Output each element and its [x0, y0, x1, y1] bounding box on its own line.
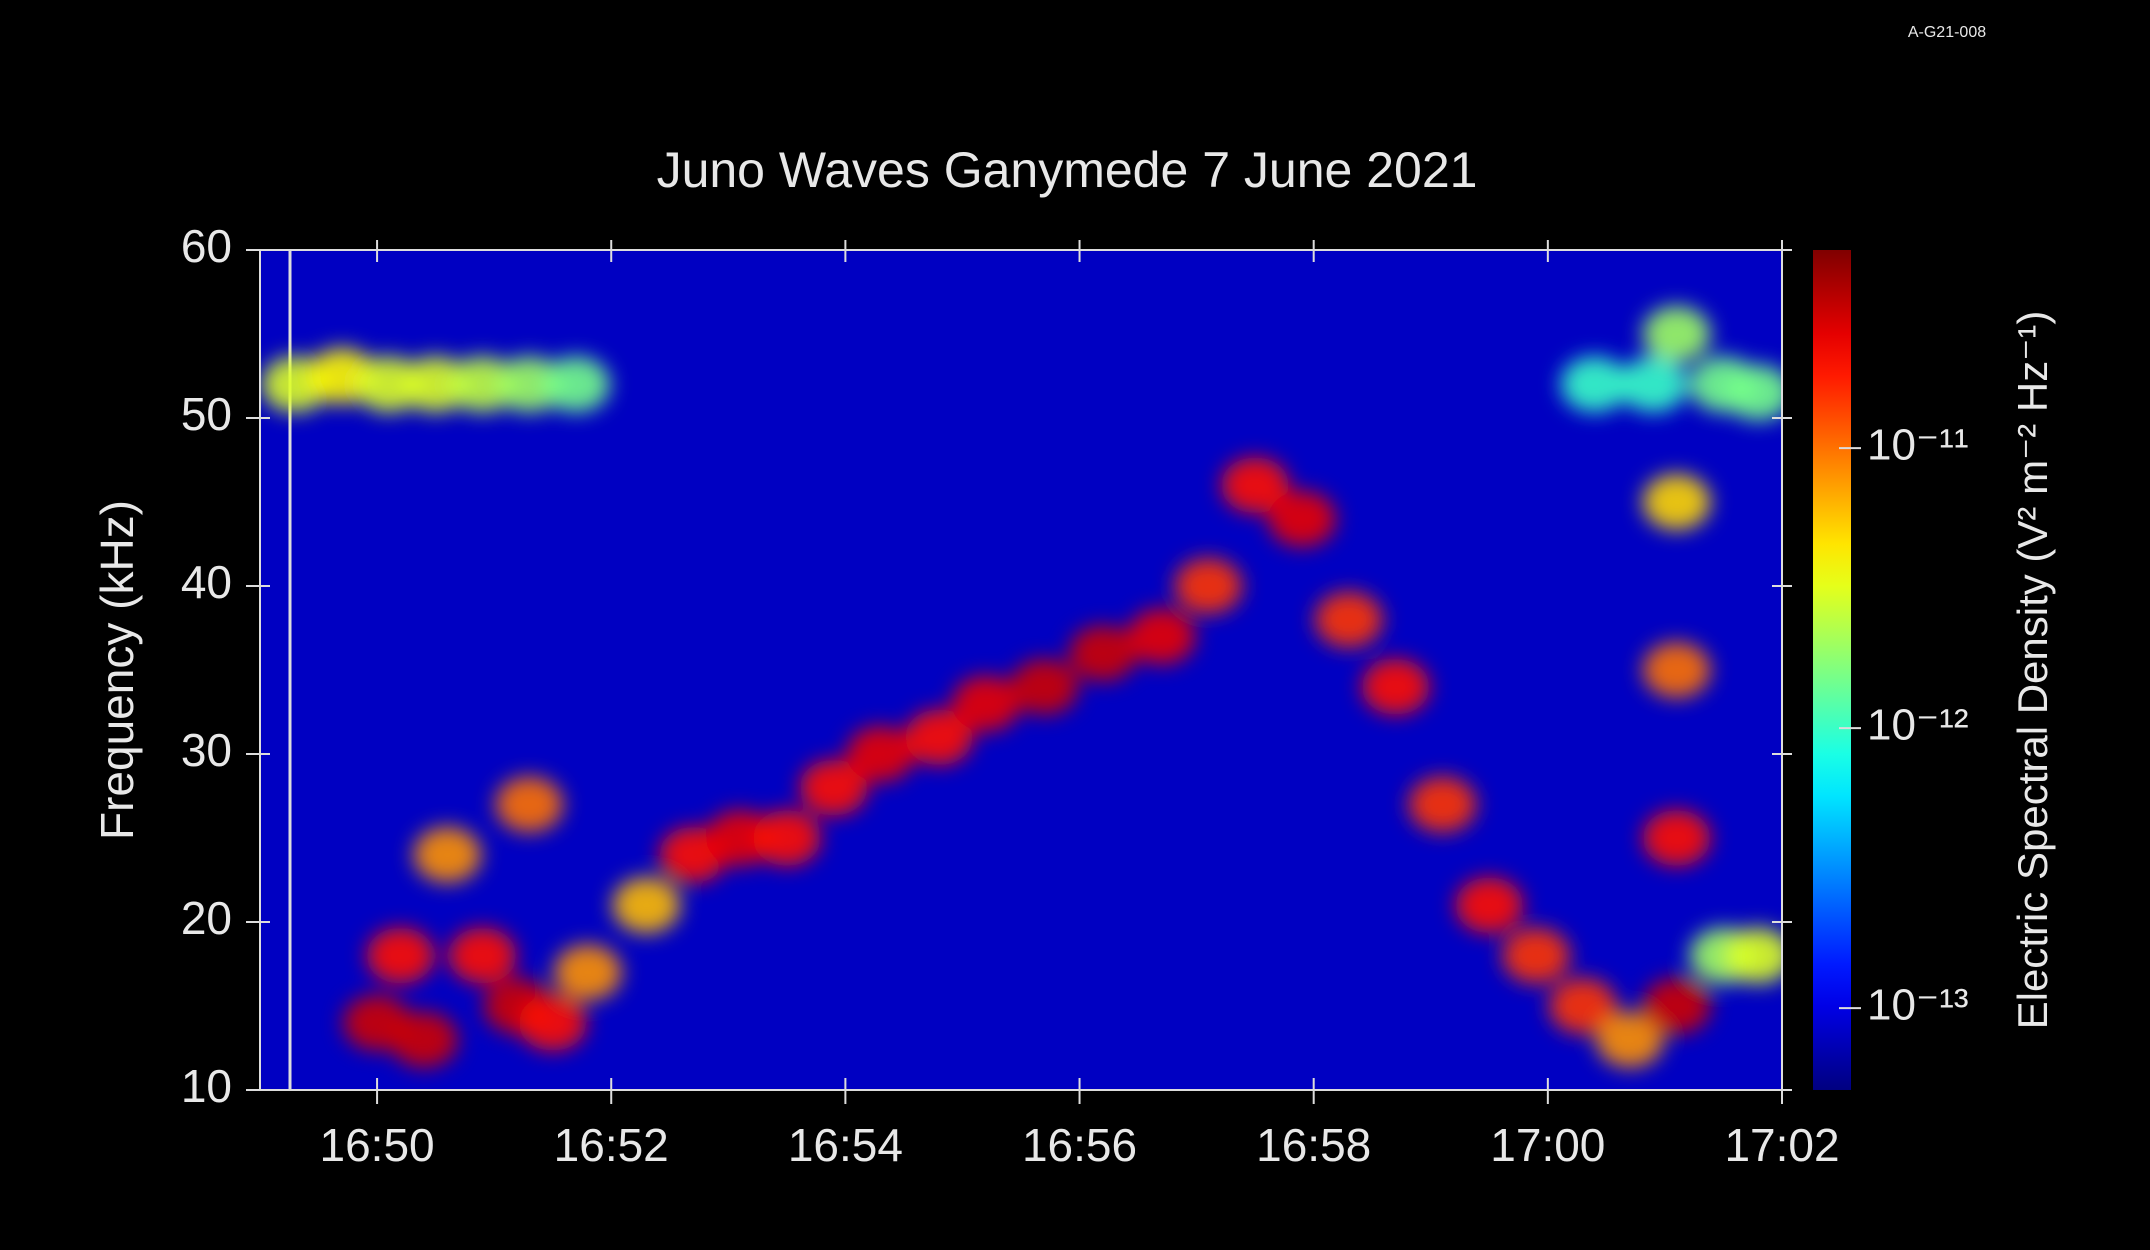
emission-blob	[1642, 978, 1711, 1034]
x-tick-label: 16:58	[1256, 1119, 1371, 1171]
x-tick-label: 16:52	[554, 1119, 669, 1171]
y-axis-label: Frequency (kHz)	[91, 500, 143, 840]
emission-blob	[1595, 1011, 1664, 1068]
y-tick-label: 40	[181, 556, 232, 608]
emission-blob	[1724, 927, 1782, 984]
emission-blob	[799, 759, 868, 816]
emission-blob	[401, 356, 470, 413]
emission-blob	[1314, 591, 1383, 648]
emission-blob	[1361, 658, 1430, 715]
colorbar-label: Electric Spectral Density (V² m⁻² Hz⁻¹)	[2009, 311, 2056, 1030]
emission-blob	[1642, 474, 1711, 530]
x-tick-label: 17:00	[1490, 1119, 1605, 1171]
x-tick-label: 16:56	[1022, 1119, 1137, 1171]
emission-blob	[553, 944, 622, 1001]
emission-blob	[1548, 978, 1617, 1034]
emission-blob	[612, 877, 681, 934]
colorbar	[1813, 250, 1851, 1090]
emission-blob	[846, 726, 915, 782]
emission-blob	[1560, 356, 1629, 413]
y-tick-label: 30	[181, 724, 232, 776]
emission-blob	[1010, 658, 1079, 715]
y-tick-label: 10	[181, 1060, 232, 1112]
y-tick-label: 50	[181, 388, 232, 440]
emission-blob	[354, 356, 423, 413]
chart-title: Juno Waves Ganymede 7 June 2021	[657, 142, 1478, 198]
colorbar-tick-label: 10⁻¹²	[1867, 701, 1968, 750]
plot-area	[260, 250, 1782, 1090]
emission-blob	[1068, 625, 1137, 682]
emission-blob	[495, 356, 564, 413]
emission-blob	[1127, 608, 1196, 665]
emission-blob	[542, 356, 611, 413]
emission-blob	[1455, 877, 1524, 934]
emission-blob	[1642, 810, 1711, 866]
emission-blob	[413, 826, 482, 883]
x-tick-label: 17:02	[1724, 1119, 1839, 1171]
emission-blob	[1642, 642, 1711, 698]
y-tick-label: 20	[181, 892, 232, 944]
x-tick-label: 16:54	[788, 1119, 903, 1171]
emission-blob	[1267, 490, 1336, 547]
emission-blob	[448, 927, 517, 984]
emission-blob	[1724, 364, 1782, 421]
emission-blob	[1174, 558, 1243, 614]
emission-blob	[1408, 776, 1477, 833]
corner-code: A-G21-008	[1908, 24, 1986, 41]
emission-blob	[1642, 306, 1711, 362]
emission	[261, 306, 1782, 1068]
emission-blob	[518, 994, 587, 1051]
emission-blob	[1221, 457, 1290, 514]
x-tick-label: 16:50	[320, 1119, 435, 1171]
emission-blob	[366, 927, 435, 984]
emission-blob	[752, 810, 821, 866]
colorbar-tick-label: 10⁻¹³	[1867, 981, 1968, 1030]
emission-blob	[1619, 356, 1688, 413]
emission-blob	[951, 675, 1020, 732]
emission-blob	[706, 810, 775, 866]
emission-blob	[495, 776, 564, 833]
emission-blob	[1502, 927, 1571, 984]
emission-blob	[448, 356, 517, 413]
emission-blob	[905, 709, 974, 766]
emission-blob	[389, 1011, 458, 1068]
colorbar-tick-label: 10⁻¹¹	[1867, 421, 1968, 470]
y-tick-label: 60	[181, 220, 232, 272]
plot-frame	[259, 249, 1783, 1091]
